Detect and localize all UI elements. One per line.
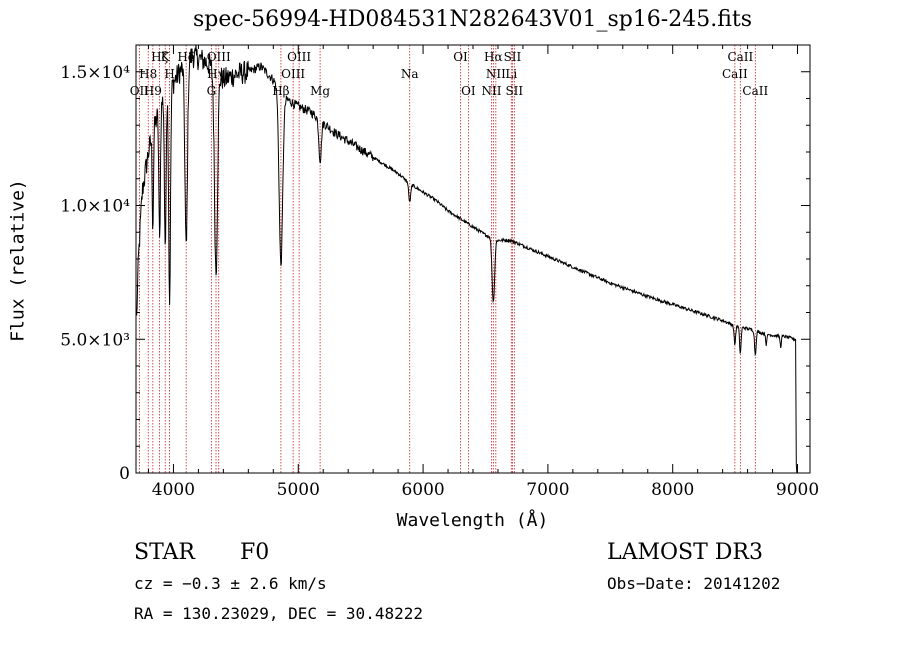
x-tick-label: 4000 bbox=[152, 480, 195, 500]
line-marker-label: Li bbox=[505, 67, 517, 81]
line-markers bbox=[138, 45, 756, 473]
y-tick-label: 5.0×10³ bbox=[60, 330, 130, 350]
x-tick-label: 7000 bbox=[526, 480, 569, 500]
chart-title: spec-56994-HD084531N282643V01_sp16-245.f… bbox=[192, 7, 753, 32]
x-tick-label: 6000 bbox=[401, 480, 444, 500]
line-marker-label: SII bbox=[504, 50, 522, 64]
line-marker-label: Hα bbox=[484, 50, 503, 64]
x-tick-label: 5000 bbox=[277, 480, 320, 500]
line-marker-label: CaII bbox=[722, 67, 748, 81]
line-marker-label: G bbox=[207, 84, 217, 98]
line-marker-label: H bbox=[164, 67, 174, 81]
survey-name: LAMOST DR3 bbox=[607, 540, 763, 565]
y-axis-label: Flux (relative) bbox=[7, 179, 29, 342]
line-marker-label: OII bbox=[130, 84, 150, 98]
line-marker-label: Na bbox=[401, 67, 419, 81]
coordinates: RA = 130.23029, DEC = 30.48222 bbox=[134, 604, 423, 623]
line-marker-label: Hδ bbox=[177, 50, 195, 64]
line-marker-label: Hζ bbox=[151, 50, 168, 64]
line-marker-label: Mg bbox=[310, 84, 330, 98]
plot-frame bbox=[135, 44, 811, 474]
line-marker-label: OIII bbox=[281, 67, 305, 81]
y-tick-label: 1.5×10⁴ bbox=[60, 63, 130, 83]
line-marker-label: CaII bbox=[742, 84, 768, 98]
line-marker-label: OIII bbox=[287, 50, 311, 64]
line-marker-label: SII bbox=[505, 84, 523, 98]
line-marker-label: Hγ bbox=[207, 67, 225, 81]
y-tick-label: 0 bbox=[119, 464, 130, 484]
subclass: F0 bbox=[240, 540, 270, 565]
line-marker-label: NII bbox=[481, 84, 501, 98]
line-marker-label: OIII bbox=[207, 50, 231, 64]
x-tick-label: 8000 bbox=[651, 480, 694, 500]
redshift-cz: cz = −0.3 ± 2.6 km/s bbox=[134, 574, 327, 593]
line-marker-label: K bbox=[161, 50, 171, 64]
line-marker-label: OI bbox=[453, 50, 468, 64]
x-axis: 4000 5000 6000 7000 8000 9000 bbox=[147, 45, 819, 500]
x-tick-label: 9000 bbox=[776, 480, 819, 500]
obs-date: Obs−Date: 20141202 bbox=[607, 574, 781, 593]
line-marker-label: H9 bbox=[144, 84, 162, 98]
line-marker-label: Hβ bbox=[272, 84, 289, 98]
line-marker-label: NII bbox=[486, 67, 506, 81]
object-type: STAR bbox=[134, 540, 195, 565]
line-marker-label: H8 bbox=[139, 67, 157, 81]
line-marker-label: CaII bbox=[727, 50, 753, 64]
line-marker-label: OI bbox=[461, 84, 476, 98]
x-axis-label: Wavelength (Å) bbox=[396, 510, 549, 531]
y-axis: 0 5.0×10³ 1.0×10⁴ 1.5×10⁴ bbox=[60, 63, 810, 484]
y-tick-label: 1.0×10⁴ bbox=[60, 197, 130, 217]
spectrum-line bbox=[136, 45, 798, 474]
